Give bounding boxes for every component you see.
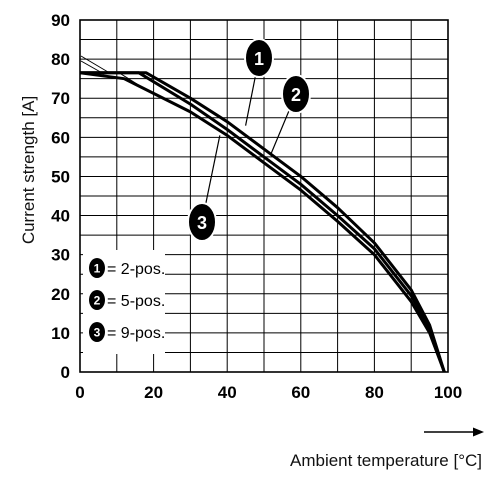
y-tick-label: 70 (51, 89, 70, 108)
x-tick-label: 100 (434, 383, 462, 402)
x-tick-label: 0 (75, 383, 84, 402)
x-tick-label: 20 (144, 383, 163, 402)
series-line-2 (80, 71, 446, 373)
callout-marker-label: 2 (291, 85, 301, 105)
x-tick-label: 60 (291, 383, 310, 402)
plot-frame (79, 19, 449, 373)
grid (79, 19, 449, 373)
legend-entry: = 5-pos. (107, 293, 165, 310)
callout-marker-label: 3 (197, 213, 207, 233)
x-axis-title-arrowhead (473, 427, 484, 437)
legend-marker-label: 1 (94, 262, 101, 276)
y-tick-label: 10 (51, 324, 70, 343)
legend-marker (89, 322, 105, 342)
x-tick-label: 40 (218, 383, 237, 402)
callout-marker-2 (281, 74, 311, 114)
y-tick-label: 60 (51, 128, 70, 147)
callout-marker-label: 1 (254, 49, 264, 69)
legend: 1 = 2-pos. 2 = 5-pos. 3 = 9-pos. (83, 250, 165, 354)
x-tick-label: 80 (365, 383, 384, 402)
legend-marker (89, 290, 105, 310)
y-axis-title: Current strength [A] (19, 96, 38, 244)
legend-marker-label: 3 (94, 326, 101, 340)
series-line-1 (80, 71, 446, 373)
series-line-3 (79, 71, 446, 373)
x-tick-labels: 0 20 40 60 80 100 (75, 383, 462, 402)
legend-marker (89, 258, 105, 278)
y-tick-label: 80 (51, 50, 70, 69)
y-tick-label: 40 (51, 207, 70, 226)
curve-extension (80, 55, 109, 73)
y-tick-label: 0 (61, 363, 70, 382)
series-group (79, 71, 446, 373)
y-tick-label: 20 (51, 285, 70, 304)
legend-marker-label: 2 (94, 294, 101, 308)
callout-marker-3 (187, 202, 217, 242)
legend-entry: = 2-pos. (107, 261, 165, 278)
x-axis-title: Ambient temperature [°C] (290, 451, 482, 470)
callout-group: 1 2 3 (187, 38, 311, 242)
y-tick-labels: 0 10 20 30 40 50 60 70 80 90 (51, 11, 70, 382)
y-tick-label: 30 (51, 246, 70, 265)
y-tick-label: 90 (51, 11, 70, 30)
y-tick-label: 50 (51, 167, 70, 186)
legend-entry: = 9-pos. (107, 325, 165, 342)
callout-marker-1 (244, 38, 274, 78)
